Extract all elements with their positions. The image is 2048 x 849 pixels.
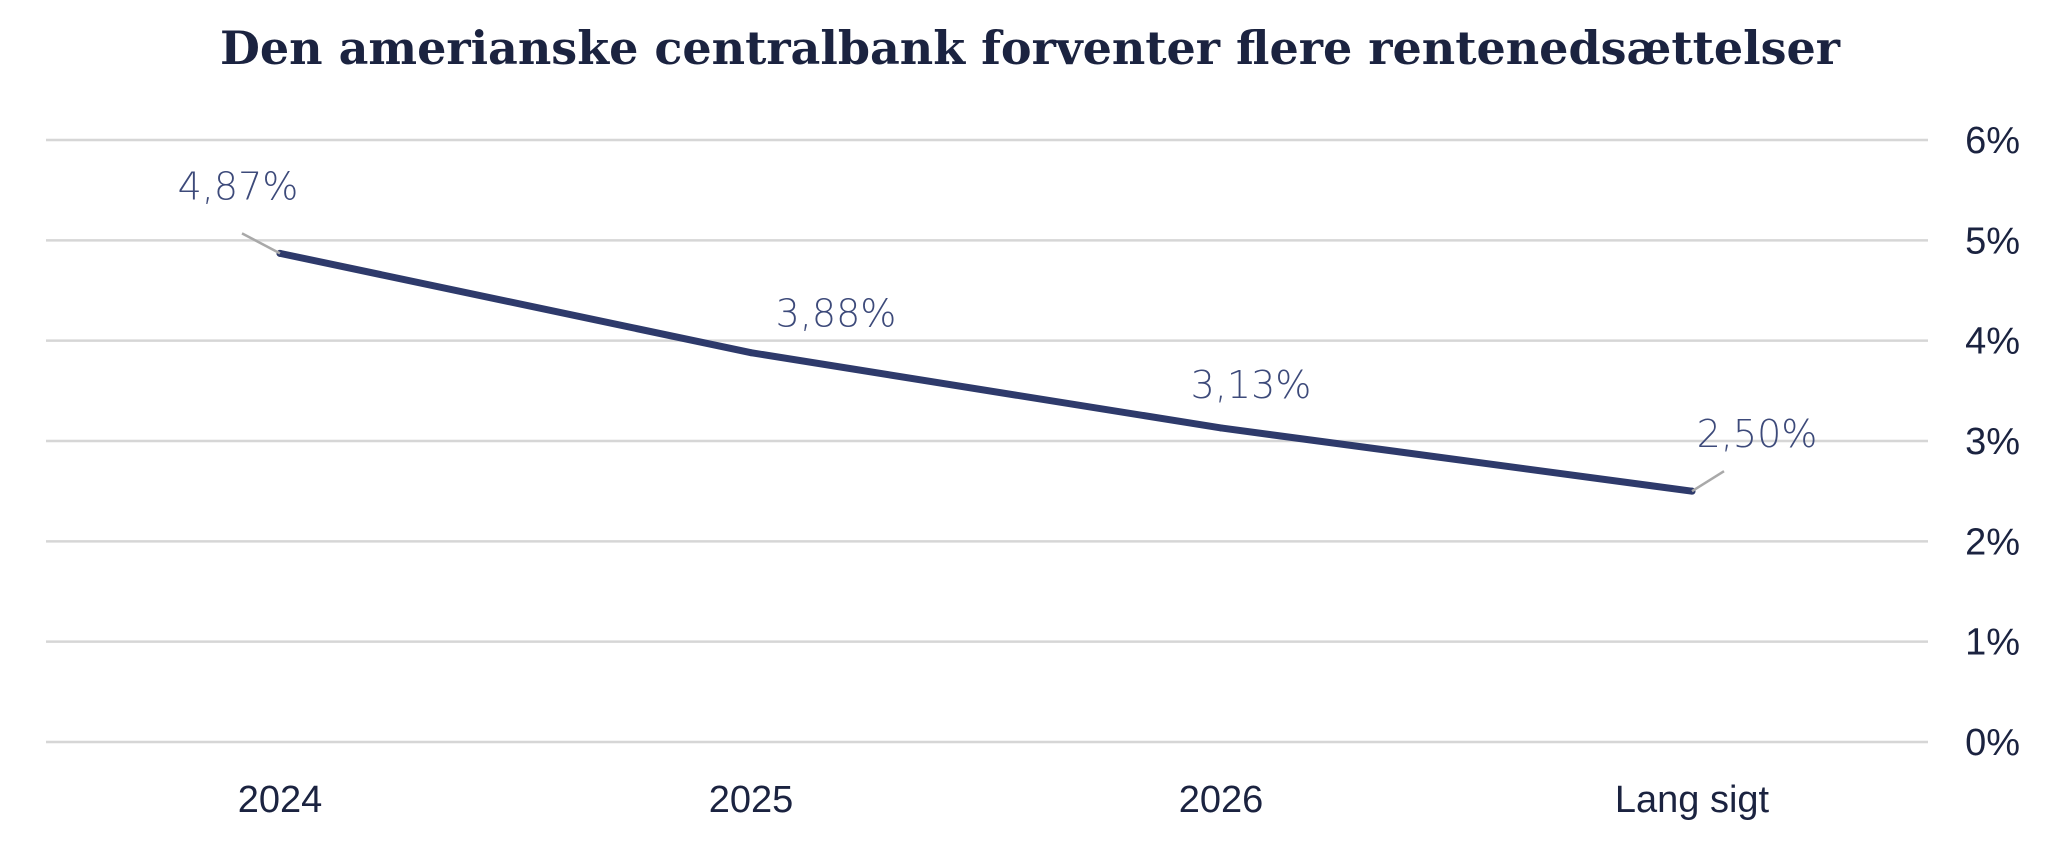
series-line	[276, 249, 1696, 495]
x-tick-label: 2025	[709, 779, 794, 821]
y-tick-label: 4%	[1965, 321, 2020, 363]
data-point	[747, 349, 755, 357]
x-tick-label: 2026	[1179, 779, 1264, 821]
data-labels: 4,87% 3,88% 3,13% 2,50%	[178, 164, 1818, 493]
y-tick-label: 6%	[1965, 120, 2020, 162]
x-tick-label: Lang sigt	[1615, 779, 1770, 821]
y-tick-label: 5%	[1965, 220, 2020, 262]
data-label: 4,87%	[178, 164, 299, 208]
leader-line	[1691, 470, 1725, 493]
series-line-group	[276, 249, 1696, 495]
data-label: 3,13%	[1191, 363, 1312, 407]
y-axis-ticks: 0% 1% 2% 3% 4% 5% 6%	[1965, 120, 2020, 764]
y-tick-label: 2%	[1965, 521, 2020, 563]
leader-line	[241, 232, 281, 255]
x-tick-label: 2024	[238, 779, 323, 821]
data-label: 2,50%	[1697, 412, 1818, 456]
chart-title: Den amerianske centralbank forventer fle…	[220, 21, 1841, 75]
x-axis-ticks: 2024 2025 2026 Lang sigt	[238, 779, 1770, 821]
y-tick-label: 0%	[1965, 722, 2020, 764]
data-label: 3,88%	[776, 292, 897, 336]
y-tick-label: 3%	[1965, 421, 2020, 463]
data-point	[1217, 424, 1225, 432]
gridlines	[46, 138, 1928, 744]
y-tick-label: 1%	[1965, 622, 2020, 664]
